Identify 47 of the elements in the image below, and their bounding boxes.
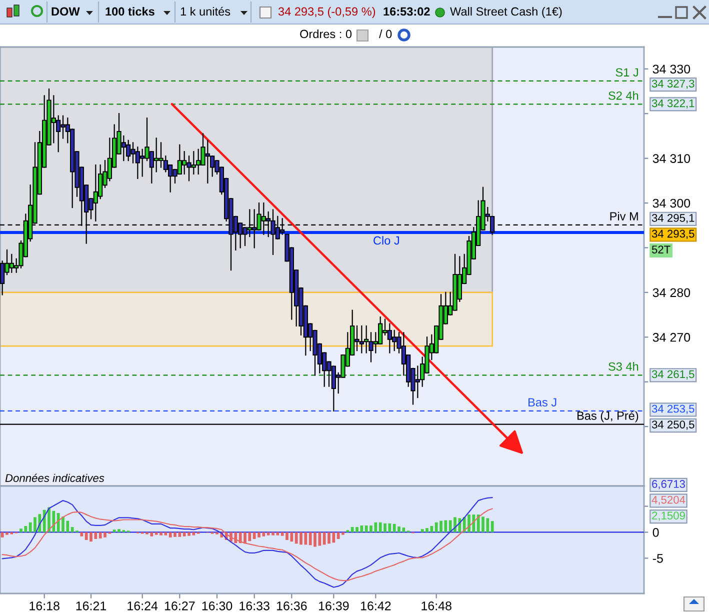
ref-line-label: S3 4h <box>608 362 638 371</box>
y-tick-label: -5 <box>652 554 663 563</box>
x-tick-label: 16:27 <box>164 601 195 610</box>
text: 100 ticks <box>106 7 154 16</box>
line-series <box>2 508 493 582</box>
text: 16:53:02 <box>384 7 430 16</box>
text: DOW <box>52 7 80 16</box>
ref-line-label: Piv M <box>610 212 638 220</box>
x-tick-label: 16:30 <box>202 601 232 610</box>
x-tick-label: 16:33 <box>240 601 270 610</box>
ref-line-label: S2 4h <box>608 91 638 100</box>
y-tick-label: 34 300 <box>652 198 690 208</box>
ref-line-label: S1 J <box>616 68 638 77</box>
text: 34 293,5 (-0,59 %) <box>278 7 376 18</box>
y-tick-label: 34 270 <box>652 332 690 342</box>
text: / 0 <box>379 30 392 38</box>
text: 1 k unités <box>180 6 230 16</box>
text: 34 261,5 <box>652 370 694 380</box>
text: 34 253,5 <box>652 404 694 414</box>
text: 34 322,1 <box>652 99 694 109</box>
text: Wall Street Cash (1€) <box>450 7 562 18</box>
text: 34 293,5 <box>652 230 694 239</box>
y-tick-label: 34 310 <box>652 154 690 163</box>
y-tick-label: 0 <box>652 528 659 537</box>
x-tick-label: 16:48 <box>422 601 452 610</box>
x-tick-label: 16:36 <box>276 601 307 610</box>
x-tick-label: 16:24 <box>128 601 158 610</box>
ref-line-label: Clo J <box>374 236 399 245</box>
text: 34 295,1 <box>652 214 694 224</box>
bar <box>490 521 494 532</box>
annotation: Données indicatives <box>5 474 104 482</box>
x-tick-label: 16:39 <box>318 601 349 610</box>
x-tick-label: 16:42 <box>360 601 391 610</box>
text: 34 250,5 <box>652 420 694 430</box>
x-tick-label: 16:18 <box>30 601 60 610</box>
y-tick-label: 34 280 <box>652 288 690 298</box>
text: Ordres : 0 <box>300 30 352 38</box>
bar <box>80 532 84 536</box>
text: 2,1509 <box>652 512 685 521</box>
y-tick-label: 34 330 <box>652 64 690 74</box>
ref-line-label: Bas J <box>528 398 556 406</box>
ref-line-label: Bas (J, Pré) <box>578 411 638 422</box>
text: 6,6713 <box>652 480 685 490</box>
text: 34 327,3 <box>652 80 694 89</box>
text: 52T <box>652 246 670 254</box>
text: 4,5204 <box>652 496 686 506</box>
x-tick-label: 16:21 <box>76 601 106 610</box>
